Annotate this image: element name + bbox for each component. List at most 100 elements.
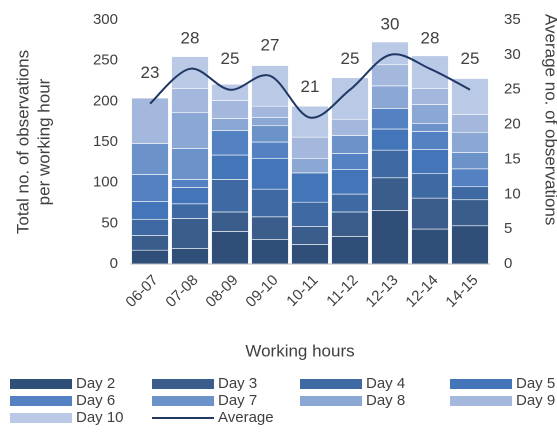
legend-swatch bbox=[300, 396, 362, 406]
legend-label: Day 3 bbox=[218, 375, 257, 392]
bar-segment bbox=[131, 249, 169, 265]
bar-segment bbox=[331, 193, 369, 213]
bar-segment bbox=[331, 236, 369, 265]
bar-segment bbox=[211, 154, 249, 180]
bar-segment bbox=[411, 55, 449, 89]
bar-segment bbox=[171, 187, 209, 205]
bar-segment bbox=[291, 105, 329, 138]
bar-segment bbox=[291, 226, 329, 245]
bar-segment bbox=[411, 149, 449, 175]
y2-tick-label: 15 bbox=[504, 150, 521, 167]
x-tick-label: 08-09 bbox=[202, 272, 241, 311]
data-label: 30 bbox=[381, 14, 400, 33]
bar-segment bbox=[131, 174, 169, 202]
x-tick-label: 12-14 bbox=[402, 272, 441, 311]
y2-tick-label: 25 bbox=[504, 81, 521, 98]
bar-segment bbox=[451, 199, 489, 227]
bar-segment bbox=[451, 225, 489, 265]
legend-label: Average bbox=[218, 409, 274, 426]
y2-tick-label: 5 bbox=[504, 220, 512, 237]
bar-segment bbox=[251, 105, 289, 118]
data-label: 23 bbox=[141, 63, 160, 82]
x-tick-label: 11-12 bbox=[323, 272, 361, 310]
bar-segment bbox=[171, 218, 209, 249]
y-axis-title: per working hour bbox=[34, 78, 53, 205]
data-label: 25 bbox=[461, 49, 480, 68]
bar-segment bbox=[131, 235, 169, 251]
bar-segment bbox=[251, 65, 289, 107]
legend-swatch bbox=[152, 396, 214, 406]
legend-swatch bbox=[450, 379, 512, 389]
legend-swatch bbox=[450, 396, 512, 406]
y-tick-label: 300 bbox=[93, 11, 118, 28]
y-axis-title: Total no. of observations bbox=[13, 50, 32, 234]
bar-segment bbox=[131, 143, 169, 175]
legend-label: Day 7 bbox=[218, 392, 257, 409]
bar-segment bbox=[291, 172, 329, 203]
bar-segment bbox=[411, 122, 449, 132]
bar-segment bbox=[451, 186, 489, 201]
x-tick-label: 09-10 bbox=[242, 272, 281, 311]
bar-segment bbox=[131, 97, 169, 144]
bar-segment bbox=[371, 149, 409, 179]
bar-segment bbox=[251, 141, 289, 159]
legend-swatch bbox=[152, 379, 214, 389]
y-tick-label: 50 bbox=[101, 214, 118, 231]
data-label: 27 bbox=[261, 35, 280, 54]
bar-segment bbox=[411, 131, 449, 150]
bar-segment bbox=[251, 117, 289, 127]
bar-segment bbox=[371, 210, 409, 265]
legend-swatch bbox=[10, 396, 72, 406]
bar-segment bbox=[131, 201, 169, 220]
bar-segment bbox=[131, 218, 169, 236]
bar-segment bbox=[171, 112, 209, 149]
y-tick-label: 0 bbox=[110, 255, 118, 272]
legend-label: Day 6 bbox=[76, 392, 115, 409]
x-tick-label: 10-11 bbox=[283, 272, 321, 310]
bar-segment bbox=[251, 216, 289, 240]
y-tick-label: 150 bbox=[93, 133, 118, 150]
bar-segment bbox=[331, 211, 369, 237]
bar-segment bbox=[211, 118, 249, 131]
bar-segment bbox=[211, 100, 249, 119]
bar-segment bbox=[371, 108, 409, 130]
legend-label: Day 2 bbox=[76, 375, 115, 392]
bar-segment bbox=[171, 88, 209, 114]
bar-segment bbox=[411, 104, 449, 124]
bar-segment bbox=[251, 188, 289, 218]
x-axis-title: Working hours bbox=[245, 341, 354, 360]
bar-segment bbox=[251, 239, 289, 265]
bar-segment bbox=[211, 130, 249, 156]
bar-segment bbox=[451, 78, 489, 115]
bar-segment bbox=[371, 41, 409, 66]
bar-segment bbox=[411, 228, 449, 265]
y-tick-label: 200 bbox=[93, 92, 118, 109]
legend-label: Day 4 bbox=[366, 375, 405, 392]
legend-swatch bbox=[300, 379, 362, 389]
bar-segment bbox=[451, 152, 489, 170]
data-label: 28 bbox=[181, 28, 200, 47]
legend-label: Day 5 bbox=[516, 375, 555, 392]
y2-tick-label: 10 bbox=[504, 185, 521, 202]
bar-segment bbox=[211, 179, 249, 213]
average-line bbox=[149, 53, 471, 119]
legend-swatch bbox=[10, 379, 72, 389]
bar-segment bbox=[211, 231, 249, 265]
bar-segment bbox=[451, 114, 489, 133]
y-tick-label: 250 bbox=[93, 52, 118, 69]
bar-segment bbox=[291, 201, 329, 227]
bar-segment bbox=[451, 168, 489, 188]
bar-segment bbox=[171, 148, 209, 180]
data-label: 25 bbox=[341, 49, 360, 68]
bar-segment bbox=[371, 64, 409, 87]
bar-segment bbox=[371, 128, 409, 151]
x-tick-label: 07-08 bbox=[162, 272, 201, 311]
bar-segment bbox=[331, 153, 369, 170]
legend-label: Day 8 bbox=[366, 392, 405, 409]
y2-tick-label: 35 bbox=[504, 11, 521, 28]
bar-segment bbox=[331, 77, 369, 120]
bar-segment bbox=[411, 88, 449, 105]
bar-segment bbox=[331, 118, 369, 136]
bar-segment bbox=[371, 85, 409, 109]
